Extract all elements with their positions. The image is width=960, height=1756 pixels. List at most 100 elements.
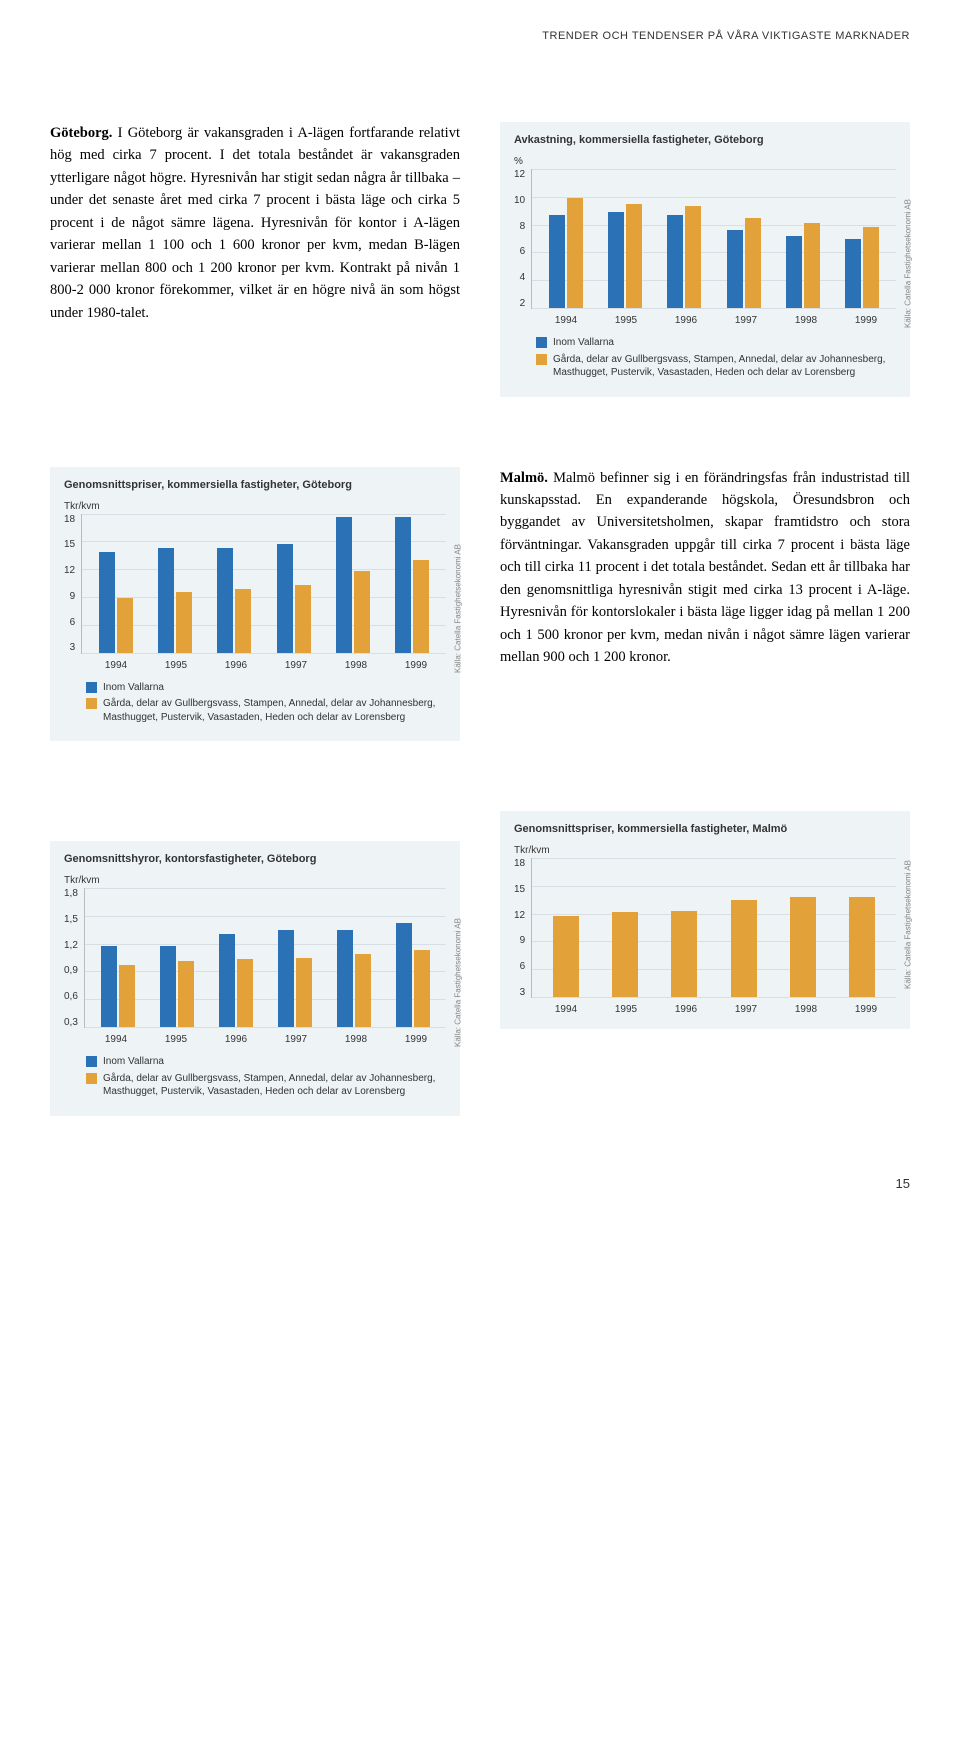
legend-item-inom: Inom Vallarna (86, 1055, 446, 1069)
bar-series-b (567, 198, 583, 308)
legend: Inom VallarnaGårda, delar av Gullbergsva… (514, 336, 896, 380)
page-header: TRENDER OCH TENDENSER PÅ VÅRA VIKTIGASTE… (50, 30, 910, 42)
x-tick: 1999 (405, 660, 427, 671)
legend-swatch (86, 1073, 97, 1084)
x-axis: 199419951996199719981999 (514, 1004, 896, 1015)
row-2: Genomsnittspriser, kommersiella fastighe… (50, 467, 910, 772)
y-tick: 1,8 (64, 888, 78, 899)
bar-group (727, 169, 761, 308)
bar-series-b (235, 589, 251, 652)
bar-series-a (158, 548, 174, 652)
page-number: 15 (50, 1176, 910, 1191)
legend: Inom VallarnaGårda, delar av Gullbergsva… (64, 1055, 446, 1099)
plot-area (81, 514, 446, 654)
bar-series-b (295, 585, 311, 653)
bar-group (790, 858, 816, 997)
source-label: Källa: Catella Fastighetsekonomi AB (904, 860, 913, 989)
chart-title: Genomsnittspriser, kommersiella fastighe… (514, 823, 896, 835)
x-tick: 1999 (855, 315, 877, 326)
source-label: Källa: Catella Fastighetsekonomi AB (454, 918, 463, 1047)
x-tick: 1998 (795, 1004, 817, 1015)
x-tick: 1994 (105, 1034, 127, 1045)
y-tick: 1,5 (64, 914, 78, 925)
chart-plot-wrap: 1,81,51,20,90,60,3 (64, 888, 446, 1028)
x-tick: 1997 (285, 1034, 307, 1045)
bar-group (336, 514, 370, 653)
y-tick: 15 (64, 539, 75, 550)
bar-series-a (277, 544, 293, 652)
bar-group (671, 858, 697, 997)
plot-area (531, 169, 896, 309)
y-tick: 12 (64, 565, 75, 576)
y-tick: 12 (514, 169, 525, 180)
bar-series-b (626, 204, 642, 308)
x-tick: 1998 (345, 660, 367, 671)
chart-title: Avkastning, kommersiella fastigheter, Gö… (514, 134, 896, 146)
legend-item-inom: Inom Vallarna (86, 681, 446, 695)
x-tick: 1999 (855, 1004, 877, 1015)
bar-series-b (612, 912, 638, 997)
bar-group (849, 858, 875, 997)
bar-group (608, 169, 642, 308)
bar-series-b (117, 598, 133, 652)
bar-series-a (278, 930, 294, 1027)
chart-priser-malmo: Genomsnittspriser, kommersiella fastighe… (500, 811, 910, 1029)
bar-group (396, 888, 430, 1027)
bar-series-b (553, 916, 579, 997)
x-tick: 1996 (225, 1034, 247, 1045)
x-tick: 1995 (165, 1034, 187, 1045)
bar-group (99, 514, 133, 653)
bar-group (277, 514, 311, 653)
x-tick: 1997 (735, 315, 757, 326)
bar-series-a (337, 930, 353, 1027)
row-3: Genomsnittshyror, kontorsfastigheter, Gö… (50, 811, 910, 1146)
y-tick: 0,6 (64, 991, 78, 1002)
y-tick: 0,9 (64, 965, 78, 976)
y-axis: 181512963 (514, 858, 531, 998)
bar-series-b (354, 571, 370, 652)
bar-group (395, 514, 429, 653)
x-tick: 1996 (225, 660, 247, 671)
y-tick: 9 (64, 591, 75, 602)
bar-series-a (101, 946, 117, 1027)
bar-series-b (685, 206, 701, 308)
lead-malmo: Malmö. (500, 470, 548, 486)
y-tick: 15 (514, 884, 525, 895)
plot-area (531, 858, 896, 998)
legend-item-inom: Inom Vallarna (536, 336, 896, 350)
x-axis: 199419951996199719981999 (64, 660, 446, 671)
y-tick: 9 (514, 935, 525, 946)
chart-ylabel: % (514, 156, 896, 167)
bar-series-a (396, 923, 412, 1027)
y-tick: 1,2 (64, 940, 78, 951)
row-1: Göteborg. I Göteborg är vakansgraden i A… (50, 122, 910, 427)
bar-series-b (863, 227, 879, 308)
y-axis: 181512963 (64, 514, 81, 654)
chart-plot-wrap: 181512963 (64, 514, 446, 654)
chart-ylabel: Tkr/kvm (64, 501, 446, 512)
x-axis: 199419951996199719981999 (64, 1034, 446, 1045)
y-tick: 12 (514, 910, 525, 921)
bar-series-b (119, 965, 135, 1027)
y-tick: 4 (514, 272, 525, 283)
bar-group (553, 858, 579, 997)
bar-group (731, 858, 757, 997)
chart-hyror-gbg-container: Genomsnittshyror, kontorsfastigheter, Gö… (50, 811, 460, 1146)
bar-group (786, 169, 820, 308)
chart-plot-wrap: 12108642 (514, 169, 896, 309)
chart-priser-gbg: Genomsnittspriser, kommersiella fastighe… (50, 467, 460, 742)
text-malmo: Malmö. Malmö befinner sig i en förändrin… (500, 467, 910, 772)
bar-group (549, 169, 583, 308)
legend-swatch (536, 354, 547, 365)
y-tick: 10 (514, 195, 525, 206)
bar-group (337, 888, 371, 1027)
chart-hyror-gbg: Genomsnittshyror, kontorsfastigheter, Gö… (50, 841, 460, 1116)
bar-series-a (608, 212, 624, 308)
y-tick: 3 (514, 987, 525, 998)
chart-ylabel: Tkr/kvm (64, 875, 446, 886)
legend-label: Gårda, delar av Gullbergsvass, Stampen, … (103, 697, 446, 724)
bar-series-b (296, 958, 312, 1028)
bar-series-a (549, 215, 565, 308)
bar-series-a (336, 517, 352, 652)
bar-series-b (414, 950, 430, 1027)
